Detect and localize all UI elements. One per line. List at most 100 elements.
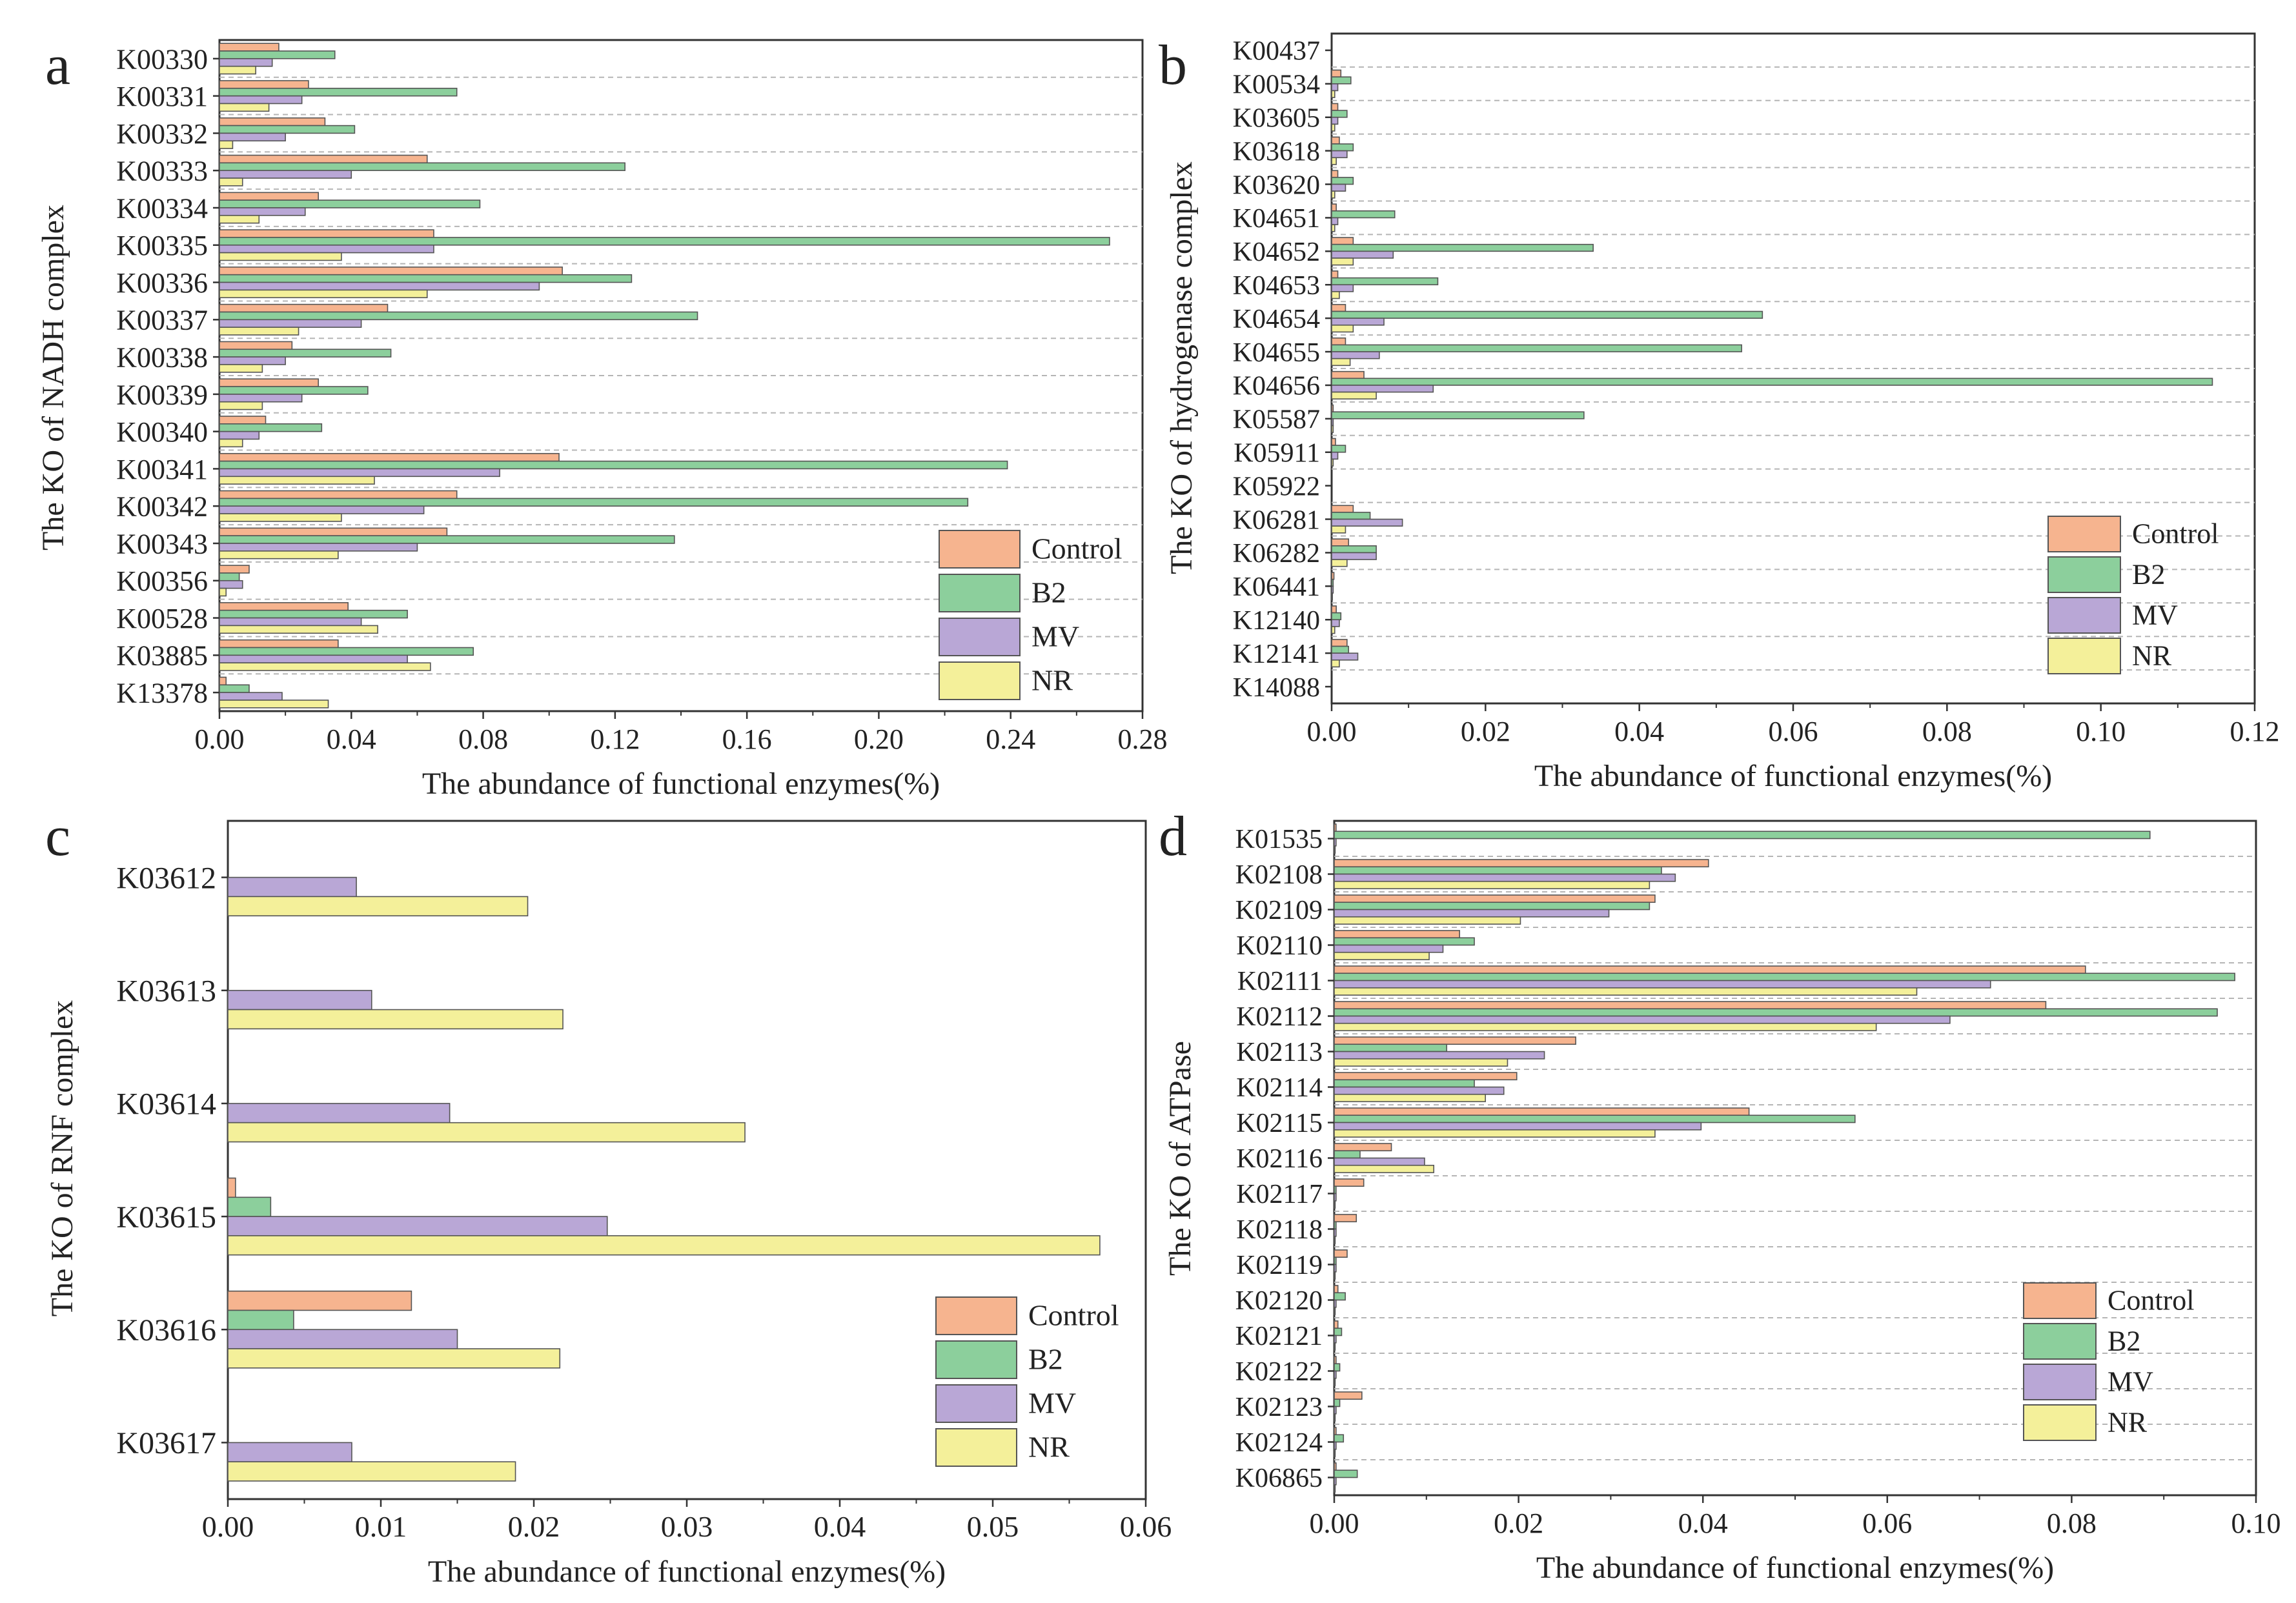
- bar-mv-k00331: [219, 95, 303, 105]
- bar-b2-k02115: [1334, 1114, 1856, 1124]
- bar-nr-k00342: [219, 513, 342, 522]
- bar-mv-k02116: [1334, 1157, 1425, 1166]
- x-tick-label: 0.16: [722, 723, 772, 755]
- bar-mv-k00356: [219, 580, 243, 589]
- legend-label-mv: MV: [2132, 599, 2178, 630]
- bar-b2-k04656: [1331, 378, 2213, 386]
- bar-nr-k00331: [219, 103, 270, 112]
- y-tick-label: K00342: [116, 491, 208, 523]
- bar-control-k02117: [1334, 1178, 1365, 1187]
- legend-swatch-mv: [939, 618, 1021, 656]
- bar-nr-k04652: [1331, 257, 1354, 266]
- legend-label-mv: MV: [1028, 1387, 1076, 1420]
- bar-b2-k02122: [1334, 1363, 1341, 1372]
- y-tick-label: K06865: [1235, 1464, 1323, 1493]
- bar-control-k00335: [219, 229, 434, 238]
- x-tick-label: 0.04: [1614, 716, 1664, 747]
- bar-b2-k02112: [1334, 1008, 2218, 1017]
- bar-nr-k03614: [227, 1122, 746, 1143]
- bar-control-k00333: [219, 154, 428, 164]
- bar-nr-k01535: [1334, 845, 1336, 854]
- bar-mv-k04654: [1331, 318, 1385, 326]
- bar-nr-k05587: [1331, 425, 1334, 433]
- bar-mv-k00335: [219, 244, 434, 254]
- bar-control-k02122: [1334, 1356, 1337, 1365]
- legend-label-control: Control: [2132, 518, 2219, 549]
- bar-control-k00534: [1331, 69, 1342, 78]
- y-tick-label: K03620: [1233, 170, 1320, 200]
- bar-mv-k04656: [1331, 385, 1434, 393]
- y-tick-label: K13378: [116, 678, 208, 709]
- bar-mv-k00342: [219, 505, 425, 514]
- legend-label-nr: NR: [2132, 640, 2172, 671]
- bar-mv-k06441: [1331, 585, 1334, 594]
- bar-control-k02113: [1334, 1036, 1576, 1045]
- bar-mv-k05911: [1331, 451, 1339, 460]
- y-tick-label: K05587: [1233, 405, 1320, 435]
- bar-control-k03616: [227, 1290, 412, 1311]
- bar-b2-k04652: [1331, 243, 1594, 252]
- bar-b2-k02123: [1334, 1398, 1341, 1407]
- bar-b2-k03615: [227, 1196, 272, 1217]
- bar-nr-k00338: [219, 364, 263, 373]
- bar-mv-k04655: [1331, 351, 1380, 359]
- y-tick-label: K03885: [116, 640, 208, 672]
- x-tick-label: 0.02: [508, 1510, 560, 1543]
- bar-nr-k13378: [219, 700, 329, 709]
- legend-swatch-control: [2023, 1282, 2097, 1319]
- y-tick-label: K03614: [116, 1087, 216, 1122]
- y-tick-label: K06282: [1233, 539, 1320, 569]
- bar-mv-k02122: [1334, 1370, 1337, 1379]
- y-tick-label: K03613: [116, 974, 216, 1009]
- bar-nr-k00340: [219, 438, 243, 448]
- bar-control-k00339: [219, 378, 320, 387]
- bar-control-k02124: [1334, 1427, 1337, 1436]
- bar-mv-k02124: [1334, 1441, 1337, 1450]
- y-tick-label: K00340: [116, 416, 208, 448]
- bar-control-k03618: [1331, 136, 1340, 145]
- x-axis-label: The abundance of functional enzymes(%): [1536, 1551, 2054, 1585]
- bar-nr-k02119: [1334, 1271, 1336, 1280]
- bar-nr-k00341: [219, 476, 375, 485]
- bar-mv-k02113: [1334, 1051, 1545, 1060]
- chart-panel-b: K00437K00534K03605K03618K03620K04651K046…: [1159, 32, 2280, 793]
- x-tick-label: 0.06: [1769, 716, 1818, 747]
- y-tick-label: K00528: [116, 603, 208, 634]
- x-tick-label: 0.00: [195, 723, 245, 755]
- bar-mv-k03620: [1331, 183, 1346, 192]
- y-tick-label: K03615: [116, 1200, 216, 1235]
- bar-b2-k02124: [1334, 1434, 1345, 1443]
- bar-control-k00330: [219, 43, 279, 52]
- bar-mv-k05587: [1331, 418, 1334, 427]
- bar-control-k00342: [219, 490, 458, 499]
- bar-b2-k06281: [1331, 512, 1371, 520]
- x-tick-label: 0.20: [854, 723, 904, 755]
- y-axis-label: The KO of RNF complex: [45, 1000, 79, 1317]
- bar-mv-k02112: [1334, 1015, 1951, 1024]
- x-tick-label: 0.00: [1307, 716, 1357, 747]
- bar-mv-k02109: [1334, 909, 1610, 918]
- bar-b2-k13378: [219, 684, 250, 693]
- bar-b2-k00356: [219, 572, 240, 581]
- bar-nr-k02113: [1334, 1058, 1509, 1067]
- y-tick-label: K00337: [116, 305, 208, 336]
- bar-nr-k00336: [219, 289, 428, 299]
- bar-control-k03615: [227, 1177, 236, 1198]
- bar-b2-k12140: [1331, 612, 1342, 621]
- bar-control-k01535: [1334, 823, 1337, 832]
- legend: Control B2 MV NR: [935, 1296, 1119, 1467]
- bar-control-k02111: [1334, 965, 2086, 974]
- bar-control-k00332: [219, 117, 326, 126]
- panel-label: b: [1159, 34, 1187, 97]
- bar-b2-k02109: [1334, 902, 1651, 911]
- panel-label: a: [45, 34, 70, 97]
- y-tick-label: K14088: [1233, 673, 1320, 703]
- y-tick-label: K02121: [1235, 1322, 1323, 1351]
- bar-b2-k02120: [1334, 1292, 1346, 1301]
- legend-swatch-control: [939, 530, 1021, 569]
- bar-b2-k00339: [219, 386, 369, 395]
- bar-mv-k03615: [227, 1216, 608, 1236]
- bar-nr-k02123: [1334, 1413, 1336, 1422]
- legend-label-nr: NR: [2108, 1406, 2148, 1438]
- bar-mv-k02123: [1334, 1406, 1337, 1415]
